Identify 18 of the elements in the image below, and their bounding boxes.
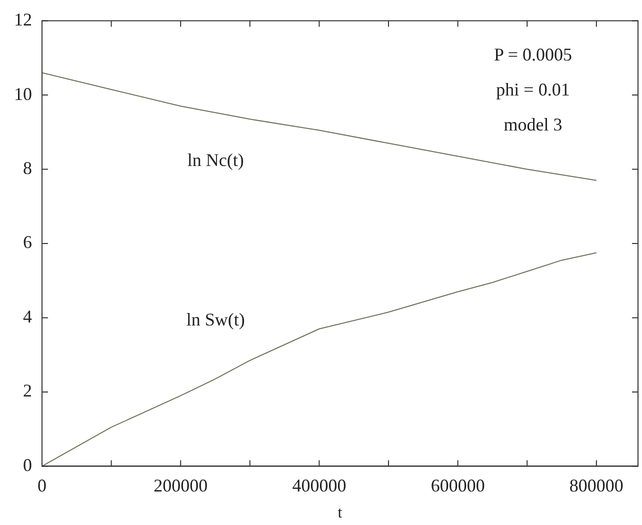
annotation: P = 0.0005 [494,44,572,65]
y-tick-label: 10 [14,84,32,104]
x-tick-label: 400000 [292,476,346,496]
y-tick-label: 0 [23,454,32,475]
y-tick-label: 6 [23,232,32,252]
series-label: ln Nc(t) [187,150,244,170]
y-tick-label: 8 [23,158,32,178]
y-tick-label: 4 [23,306,32,326]
x-tick-label: 0 [38,476,46,496]
x-tick-label: 600000 [430,476,485,496]
y-tick-label: 2 [23,380,32,401]
x-axis-title: t [338,504,343,522]
annotation: phi = 0.01 [496,80,570,100]
x-tick-label: 800000 [569,476,624,496]
y-tick-label: 12 [14,10,32,30]
x-tick-label: 200000 [154,476,208,496]
annotation: model 3 [504,114,562,135]
series-label: ln Sw(t) [186,309,245,330]
